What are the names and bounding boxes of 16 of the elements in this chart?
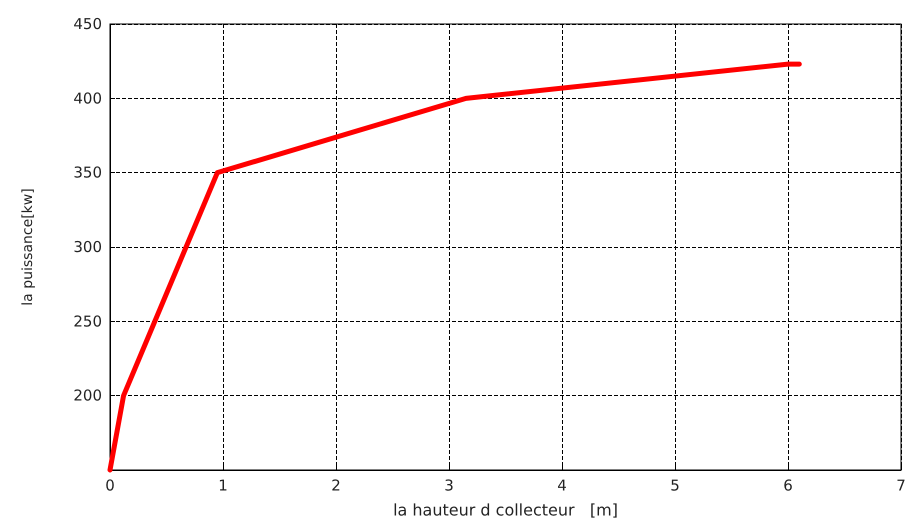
y-tick-label: 400 (73, 89, 102, 108)
y-tick-label: 350 (73, 164, 102, 182)
x-tick-label: 7 (896, 476, 906, 494)
y-tick-label: 300 (73, 238, 102, 256)
x-tick-label: 4 (557, 476, 567, 494)
x-tick-label: 0 (105, 476, 115, 494)
y-tick-label: 250 (73, 312, 102, 330)
x-tick-label: 6 (783, 476, 793, 494)
x-tick-label: 5 (670, 476, 680, 494)
x-tick-label: 2 (331, 476, 341, 494)
x-axis-title: la hauteur d collecteur [m] (393, 500, 618, 520)
y-tick-label: 450 (73, 15, 102, 33)
y-tick-label: 200 (73, 386, 102, 405)
y-axis-title: la puissance[kw] (20, 188, 36, 306)
x-tick-label: 1 (218, 476, 228, 494)
x-tick-label: 3 (444, 476, 454, 494)
